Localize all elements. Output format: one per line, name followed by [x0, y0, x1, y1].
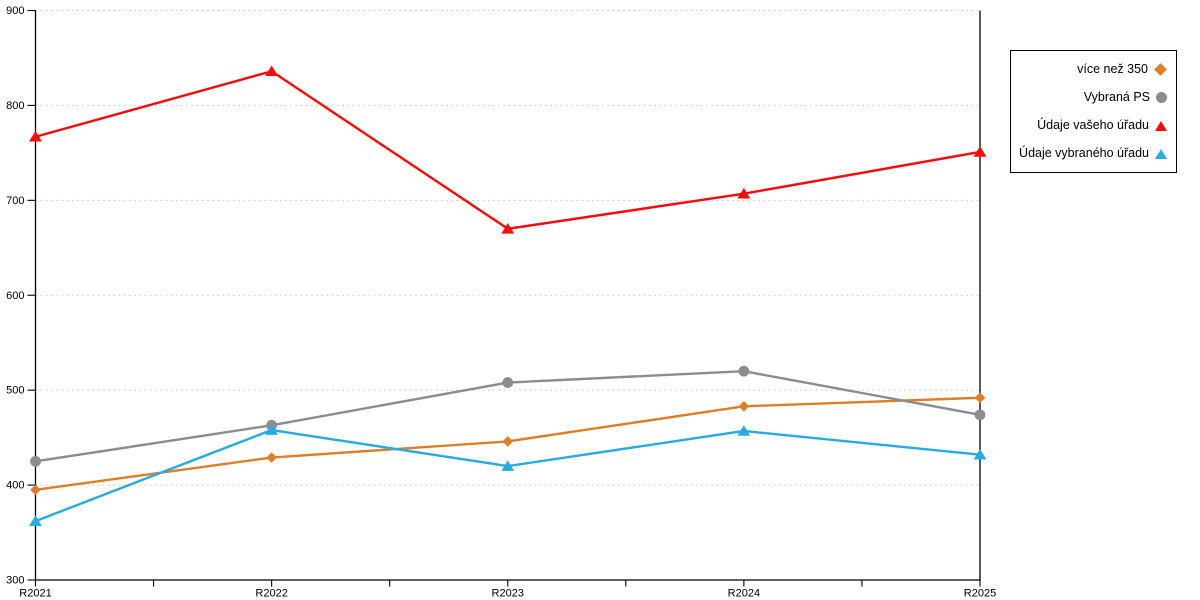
y-tick-label: 800: [6, 100, 24, 112]
series-udaje-vybraneho-uradu: [29, 424, 987, 526]
y-tick-label: 300: [6, 575, 24, 587]
series-udaje-vaseho-uradu: [29, 65, 987, 234]
legend-item-vice-nez-350: více než 350: [1014, 56, 1167, 84]
legend-label: Údaje vašeho úřadu: [1037, 118, 1149, 133]
legend-label: Vybraná PS: [1083, 90, 1150, 105]
y-tick-label: 700: [6, 195, 24, 207]
diamond-marker-icon: [502, 436, 514, 447]
diamond-marker-icon: [738, 401, 750, 412]
x-tick-label: R2024: [728, 588, 760, 600]
y-axis-ticks: 300 400 500 600 700 800 900: [6, 5, 36, 587]
series-vybrana-ps: [30, 365, 986, 467]
legend-label: více než 350: [1077, 62, 1148, 77]
circle-marker-icon: [30, 455, 41, 467]
gridlines: [35, 10, 980, 486]
triangle-marker-icon: [265, 424, 279, 435]
y-tick-label: 400: [6, 480, 24, 492]
diamond-marker-icon: [30, 484, 41, 496]
circle-marker-icon: [1156, 92, 1167, 103]
triangle-marker-icon: [29, 515, 42, 526]
y-tick-label: 900: [6, 5, 24, 17]
triangle-marker-icon: [501, 223, 515, 234]
triangle-marker-icon: [737, 425, 751, 436]
x-tick-label: R2021: [19, 588, 51, 600]
circle-marker-icon: [974, 409, 986, 421]
diamond-marker-icon: [974, 392, 986, 404]
chart-legend: více než 350 Vybraná PS Údaje vašeho úřa…: [1010, 50, 1177, 173]
x-axis-ticks: R2021 R2022 R2023 R2024 R2025: [19, 580, 996, 600]
x-tick-label: R2025: [964, 588, 996, 600]
circle-marker-icon: [502, 377, 514, 388]
triangle-marker-icon: [1155, 148, 1167, 159]
y-tick-label: 500: [6, 385, 24, 397]
triangle-marker-icon: [1155, 120, 1167, 131]
x-tick-label: R2023: [492, 588, 524, 600]
y-tick-label: 600: [6, 290, 24, 302]
x-tick-label: R2022: [255, 588, 287, 600]
triangle-marker-icon: [973, 448, 987, 460]
diamond-marker-icon: [1154, 63, 1167, 76]
legend-item-vybrana-ps: Vybraná PS: [1014, 84, 1167, 112]
diamond-marker-icon: [266, 452, 277, 463]
legend-item-udaje-vybraneho-uradu: Údaje vybraného úřadu: [1014, 140, 1167, 168]
triangle-marker-icon: [29, 130, 42, 142]
triangle-marker-icon: [973, 146, 987, 157]
legend-label: Údaje vybraného úřadu: [1019, 146, 1149, 161]
series-vice-nez-350: [30, 392, 986, 496]
triangle-marker-icon: [265, 65, 279, 77]
circle-marker-icon: [738, 365, 750, 377]
triangle-marker-icon: [501, 460, 515, 471]
legend-item-udaje-vaseho-uradu: Údaje vašeho úřadu: [1014, 112, 1167, 140]
triangle-marker-icon: [737, 187, 751, 199]
